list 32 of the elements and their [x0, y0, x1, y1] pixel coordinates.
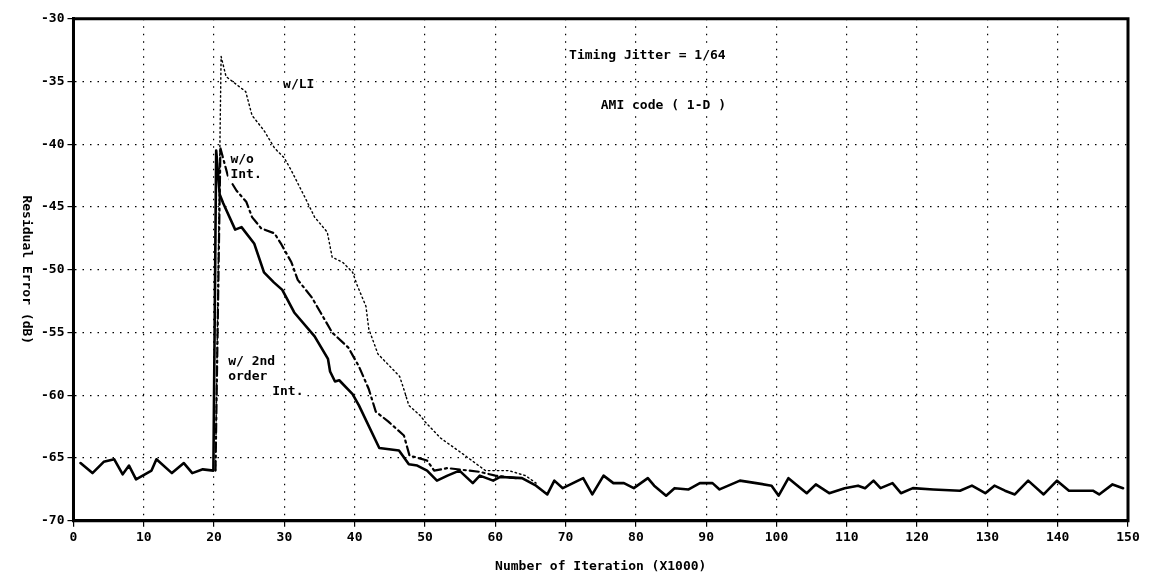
- x-tick-label: 130: [975, 528, 1000, 544]
- y-tick-label: -45: [41, 198, 65, 214]
- y-tick-label: -60: [41, 386, 65, 402]
- y-tick-label: -40: [41, 135, 65, 151]
- text: w/LI: [283, 76, 315, 92]
- x-tick-label: 0: [69, 528, 78, 544]
- series-label: w/ 2nd order Int.: [228, 353, 304, 399]
- x-tick-label: 50: [417, 528, 433, 544]
- annotation: Timing Jitter = 1/64: [569, 46, 726, 62]
- x-tick-label: 70: [557, 528, 574, 544]
- x-tick-label: 110: [835, 528, 859, 544]
- y-tick-label: -30: [41, 10, 65, 26]
- y-tick-label: -70: [41, 512, 65, 528]
- x-tick-label: 90: [698, 528, 715, 544]
- x-tick-label: 40: [346, 528, 363, 544]
- x-axis-title: Number of Iteration (X1000): [495, 557, 707, 573]
- x-tick-label: 60: [487, 528, 504, 544]
- y-axis-title: Residual Error (dB): [19, 195, 35, 345]
- y-tick-label: -50: [41, 261, 65, 277]
- annotation: AMI code ( 1-D ): [600, 97, 726, 112]
- series-label: w/o Int.: [230, 150, 262, 181]
- y-tick-label: -65: [41, 449, 65, 465]
- y-tick-label: -55: [41, 323, 65, 339]
- x-tick-label: 100: [764, 528, 789, 544]
- x-tick-label: 150: [1116, 528, 1140, 544]
- x-tick-label: 80: [628, 528, 644, 544]
- x-tick-label: 20: [206, 528, 223, 544]
- y-tick-label: -35: [41, 72, 65, 88]
- x-tick-label: 30: [276, 528, 293, 544]
- x-tick-label: 10: [135, 528, 152, 544]
- x-tick-label: 120: [905, 528, 930, 544]
- x-tick-label: 140: [1045, 528, 1070, 544]
